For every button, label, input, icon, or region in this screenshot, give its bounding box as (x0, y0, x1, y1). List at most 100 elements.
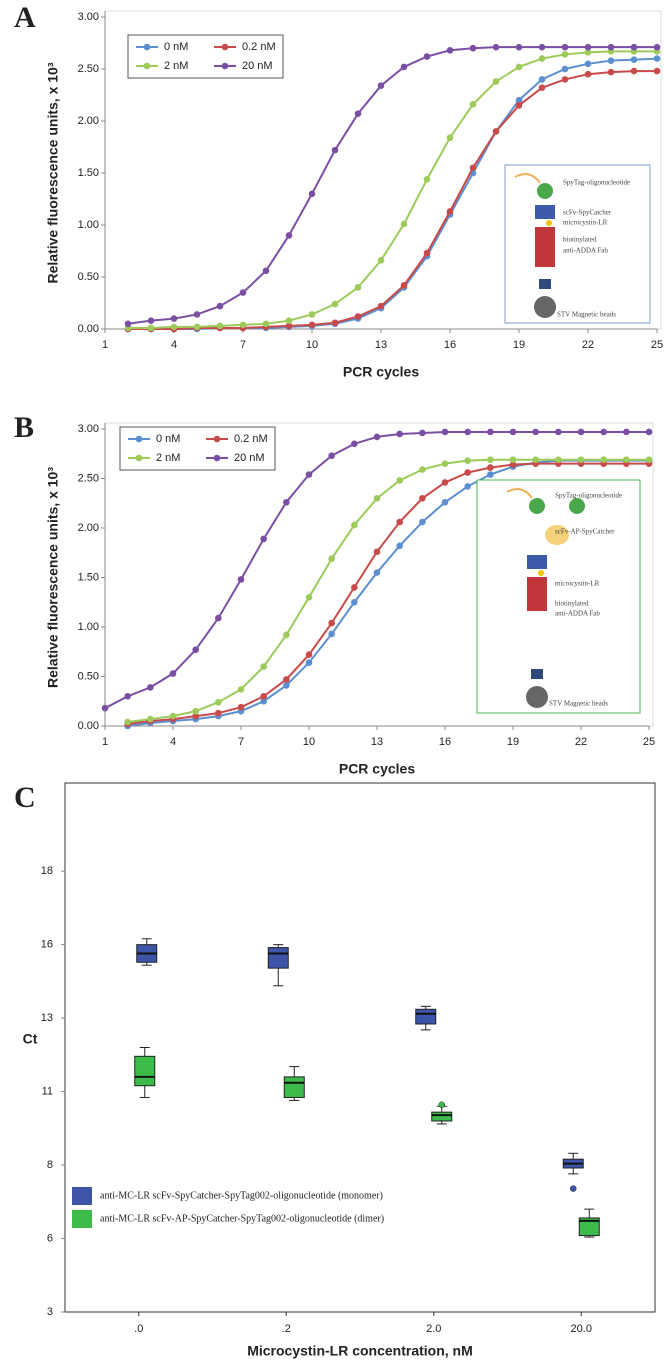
panel-label: B (14, 411, 34, 444)
point (331, 319, 339, 327)
legend-marker (143, 43, 151, 51)
point (446, 46, 454, 54)
point (124, 693, 131, 700)
legend-label: 20 nM (234, 452, 265, 464)
x-tick-label: 19 (513, 339, 525, 351)
point (283, 498, 290, 506)
point (239, 289, 247, 296)
point (561, 51, 569, 58)
point (630, 67, 638, 75)
point (373, 548, 381, 556)
point (538, 43, 546, 51)
panel-label: C (14, 781, 36, 814)
point (423, 249, 431, 257)
point (283, 676, 290, 683)
inset-fab (527, 577, 547, 611)
y-tick-label: 8 (47, 1159, 53, 1171)
point (170, 323, 178, 331)
y-axis-title: Ct (23, 1031, 38, 1047)
point (419, 429, 426, 437)
point (584, 70, 592, 78)
point (216, 322, 224, 330)
series-line (128, 70, 657, 330)
y-tick-label: 0.00 (78, 323, 99, 335)
point (305, 651, 313, 659)
point (623, 456, 630, 463)
y-tick-label: 6 (47, 1232, 53, 1244)
legend-label: anti-MC-LR scFv-SpyCatcher-SpyTag002-oli… (100, 1190, 383, 1201)
point (285, 317, 293, 324)
point (262, 320, 270, 328)
y-tick-label: 2.00 (78, 522, 99, 534)
point (538, 55, 546, 62)
inset-mclr (546, 220, 552, 226)
legend-label: 0 nM (156, 433, 180, 445)
point (377, 257, 385, 264)
point (515, 43, 523, 51)
point (351, 440, 358, 448)
inset-bead (534, 296, 556, 318)
y-tick-label: 2.50 (78, 472, 99, 484)
point (400, 63, 408, 71)
y-tick-label: 2.50 (78, 63, 99, 75)
point (354, 110, 362, 118)
x-tick-label: 13 (371, 736, 383, 748)
point (147, 715, 154, 723)
legend-marker (135, 435, 143, 443)
y-tick-label: 0.50 (78, 271, 99, 283)
point (124, 320, 132, 328)
inset-label: microcystin-LR (555, 580, 600, 588)
point (464, 483, 471, 490)
box (283, 1076, 305, 1098)
point (377, 302, 385, 310)
point (441, 498, 449, 506)
point (396, 477, 403, 484)
point (600, 428, 607, 436)
x-tick-label: 10 (303, 736, 315, 748)
point (538, 76, 546, 83)
inset-label: anti-ADDA Fab (563, 247, 608, 255)
inset-label: SpyTag-oligonucleotide (563, 179, 630, 187)
point (305, 659, 313, 666)
point (441, 479, 449, 486)
point (600, 456, 607, 463)
point (400, 220, 408, 228)
point (216, 302, 224, 310)
point (532, 456, 539, 463)
point (446, 134, 454, 141)
y-tick-label: 1.00 (78, 219, 99, 231)
x-tick-label: 25 (643, 736, 655, 748)
point (147, 324, 155, 332)
point (328, 555, 335, 562)
point (509, 456, 517, 463)
x-tick-label: 22 (575, 736, 587, 748)
point (400, 282, 408, 289)
point (492, 43, 500, 51)
point (584, 43, 592, 51)
point (396, 518, 403, 526)
legend-marker (213, 435, 221, 443)
x-tick-label: 4 (171, 339, 177, 351)
legend-marker (221, 43, 229, 51)
point (487, 456, 494, 463)
point (653, 67, 661, 75)
inset-label: scFv-SpyCatcher (563, 209, 612, 217)
inset-scfv (527, 555, 547, 569)
point (328, 630, 335, 638)
inset-stv (531, 669, 543, 679)
x-axis-title: PCR cycles (343, 364, 419, 380)
y-tick-label: 0.50 (78, 670, 99, 682)
inset-mclr (538, 570, 544, 576)
point (308, 321, 316, 329)
series-line (127, 458, 649, 724)
y-tick-label: 13 (41, 1012, 53, 1024)
legend-label: 0.2 nM (234, 433, 268, 445)
x-tick-label: 22 (582, 339, 594, 351)
inset-tail (506, 488, 533, 499)
point (215, 698, 222, 706)
point (607, 43, 615, 51)
point (285, 232, 293, 239)
point (305, 471, 313, 478)
inset-label: scFv-AP-SpyCatcher (555, 528, 615, 536)
